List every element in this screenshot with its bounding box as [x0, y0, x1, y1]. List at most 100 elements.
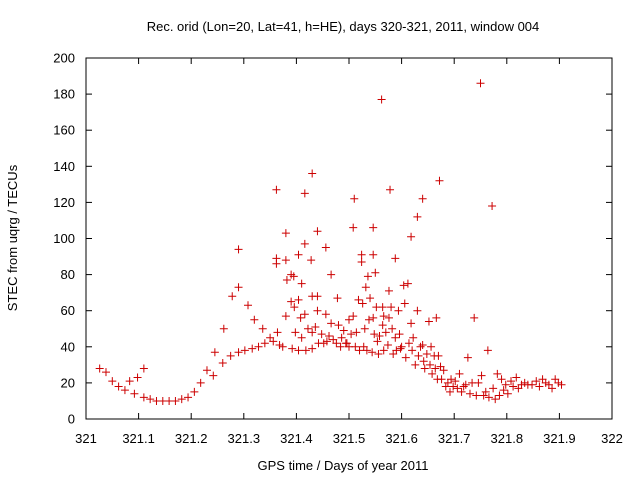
data-point: [364, 315, 373, 324]
data-point: [289, 272, 298, 281]
data-point: [384, 313, 393, 322]
data-point: [447, 375, 456, 384]
data-point: [428, 369, 437, 378]
data-point: [313, 292, 322, 301]
data-point: [470, 313, 479, 322]
data-point: [474, 378, 483, 387]
data-point: [300, 189, 309, 198]
data-point: [476, 79, 485, 88]
data-point: [209, 371, 218, 380]
data-point: [95, 364, 104, 373]
data-point: [120, 386, 129, 395]
data-point: [384, 286, 393, 295]
data-point: [427, 342, 436, 351]
data-point: [457, 387, 466, 396]
data-point: [350, 194, 359, 203]
data-point: [369, 223, 378, 232]
data-point: [503, 389, 512, 398]
data-point: [282, 276, 291, 285]
data-point: [130, 389, 139, 398]
data-point: [488, 202, 497, 211]
data-point: [420, 364, 429, 373]
data-point: [258, 324, 267, 333]
data-point: [334, 321, 343, 330]
data-point: [479, 391, 488, 400]
data-point: [336, 342, 345, 351]
data-point: [288, 344, 297, 353]
data-point: [481, 387, 490, 396]
data-point: [101, 368, 110, 377]
y-tick-label: 180: [53, 87, 75, 102]
data-point: [347, 330, 356, 339]
x-tick-label: 321.5: [333, 431, 366, 446]
data-point: [196, 378, 205, 387]
data-point: [483, 346, 492, 355]
data-point: [366, 294, 375, 303]
data-point: [557, 380, 566, 389]
data-point: [431, 364, 440, 373]
y-tick-label: 60: [61, 303, 75, 318]
data-point: [357, 250, 366, 259]
data-point: [532, 377, 541, 386]
data-point: [322, 337, 331, 346]
axis-ticks: [85, 57, 613, 420]
data-point: [171, 396, 180, 405]
x-tick-label: 321.4: [280, 431, 313, 446]
data-point: [125, 377, 134, 386]
y-tick-label: 80: [61, 267, 75, 282]
data-point: [375, 331, 384, 340]
data-point: [354, 295, 363, 304]
data-point: [294, 346, 303, 355]
data-points: [95, 79, 566, 405]
data-point: [465, 389, 474, 398]
data-point: [308, 328, 317, 337]
data-point: [202, 366, 211, 375]
data-point: [434, 351, 443, 360]
data-point: [392, 346, 401, 355]
y-tick-label: 100: [53, 231, 75, 246]
data-point: [387, 303, 396, 312]
data-point: [435, 176, 444, 185]
data-point: [507, 377, 516, 386]
data-point: [407, 319, 416, 328]
data-point: [363, 272, 372, 281]
y-tick-label: 200: [53, 51, 75, 66]
data-point: [437, 375, 446, 384]
y-tick-labels: 0 20 40 60 80 100 120 140 160 180 200: [53, 51, 75, 427]
data-point: [391, 254, 400, 263]
data-point: [404, 339, 413, 348]
data-point: [501, 380, 510, 389]
data-point: [303, 324, 312, 333]
data-point: [184, 393, 193, 402]
data-point: [355, 346, 364, 355]
data-point: [333, 294, 342, 303]
data-point: [369, 313, 378, 322]
data-point: [357, 257, 366, 266]
data-point: [300, 239, 309, 248]
data-point: [351, 342, 360, 351]
data-point: [273, 328, 282, 337]
data-point: [495, 391, 504, 400]
y-tick-label: 20: [61, 375, 75, 390]
data-point: [244, 301, 253, 310]
data-point: [397, 342, 406, 351]
data-point: [139, 393, 148, 402]
data-point: [321, 243, 330, 252]
data-point: [240, 346, 249, 355]
data-point: [413, 212, 422, 221]
data-point: [327, 319, 336, 328]
y-tick-label: 140: [53, 159, 75, 174]
data-point: [489, 384, 498, 393]
data-point: [296, 313, 305, 322]
data-point: [281, 312, 290, 321]
data-point: [368, 348, 377, 357]
data-point: [281, 256, 290, 265]
data-point: [497, 375, 506, 384]
data-point: [278, 342, 287, 351]
data-point: [218, 359, 227, 368]
data-point: [548, 384, 557, 393]
y-tick-label: 120: [53, 195, 75, 210]
data-point: [370, 330, 379, 339]
data-point: [254, 342, 263, 351]
data-point: [358, 299, 367, 308]
